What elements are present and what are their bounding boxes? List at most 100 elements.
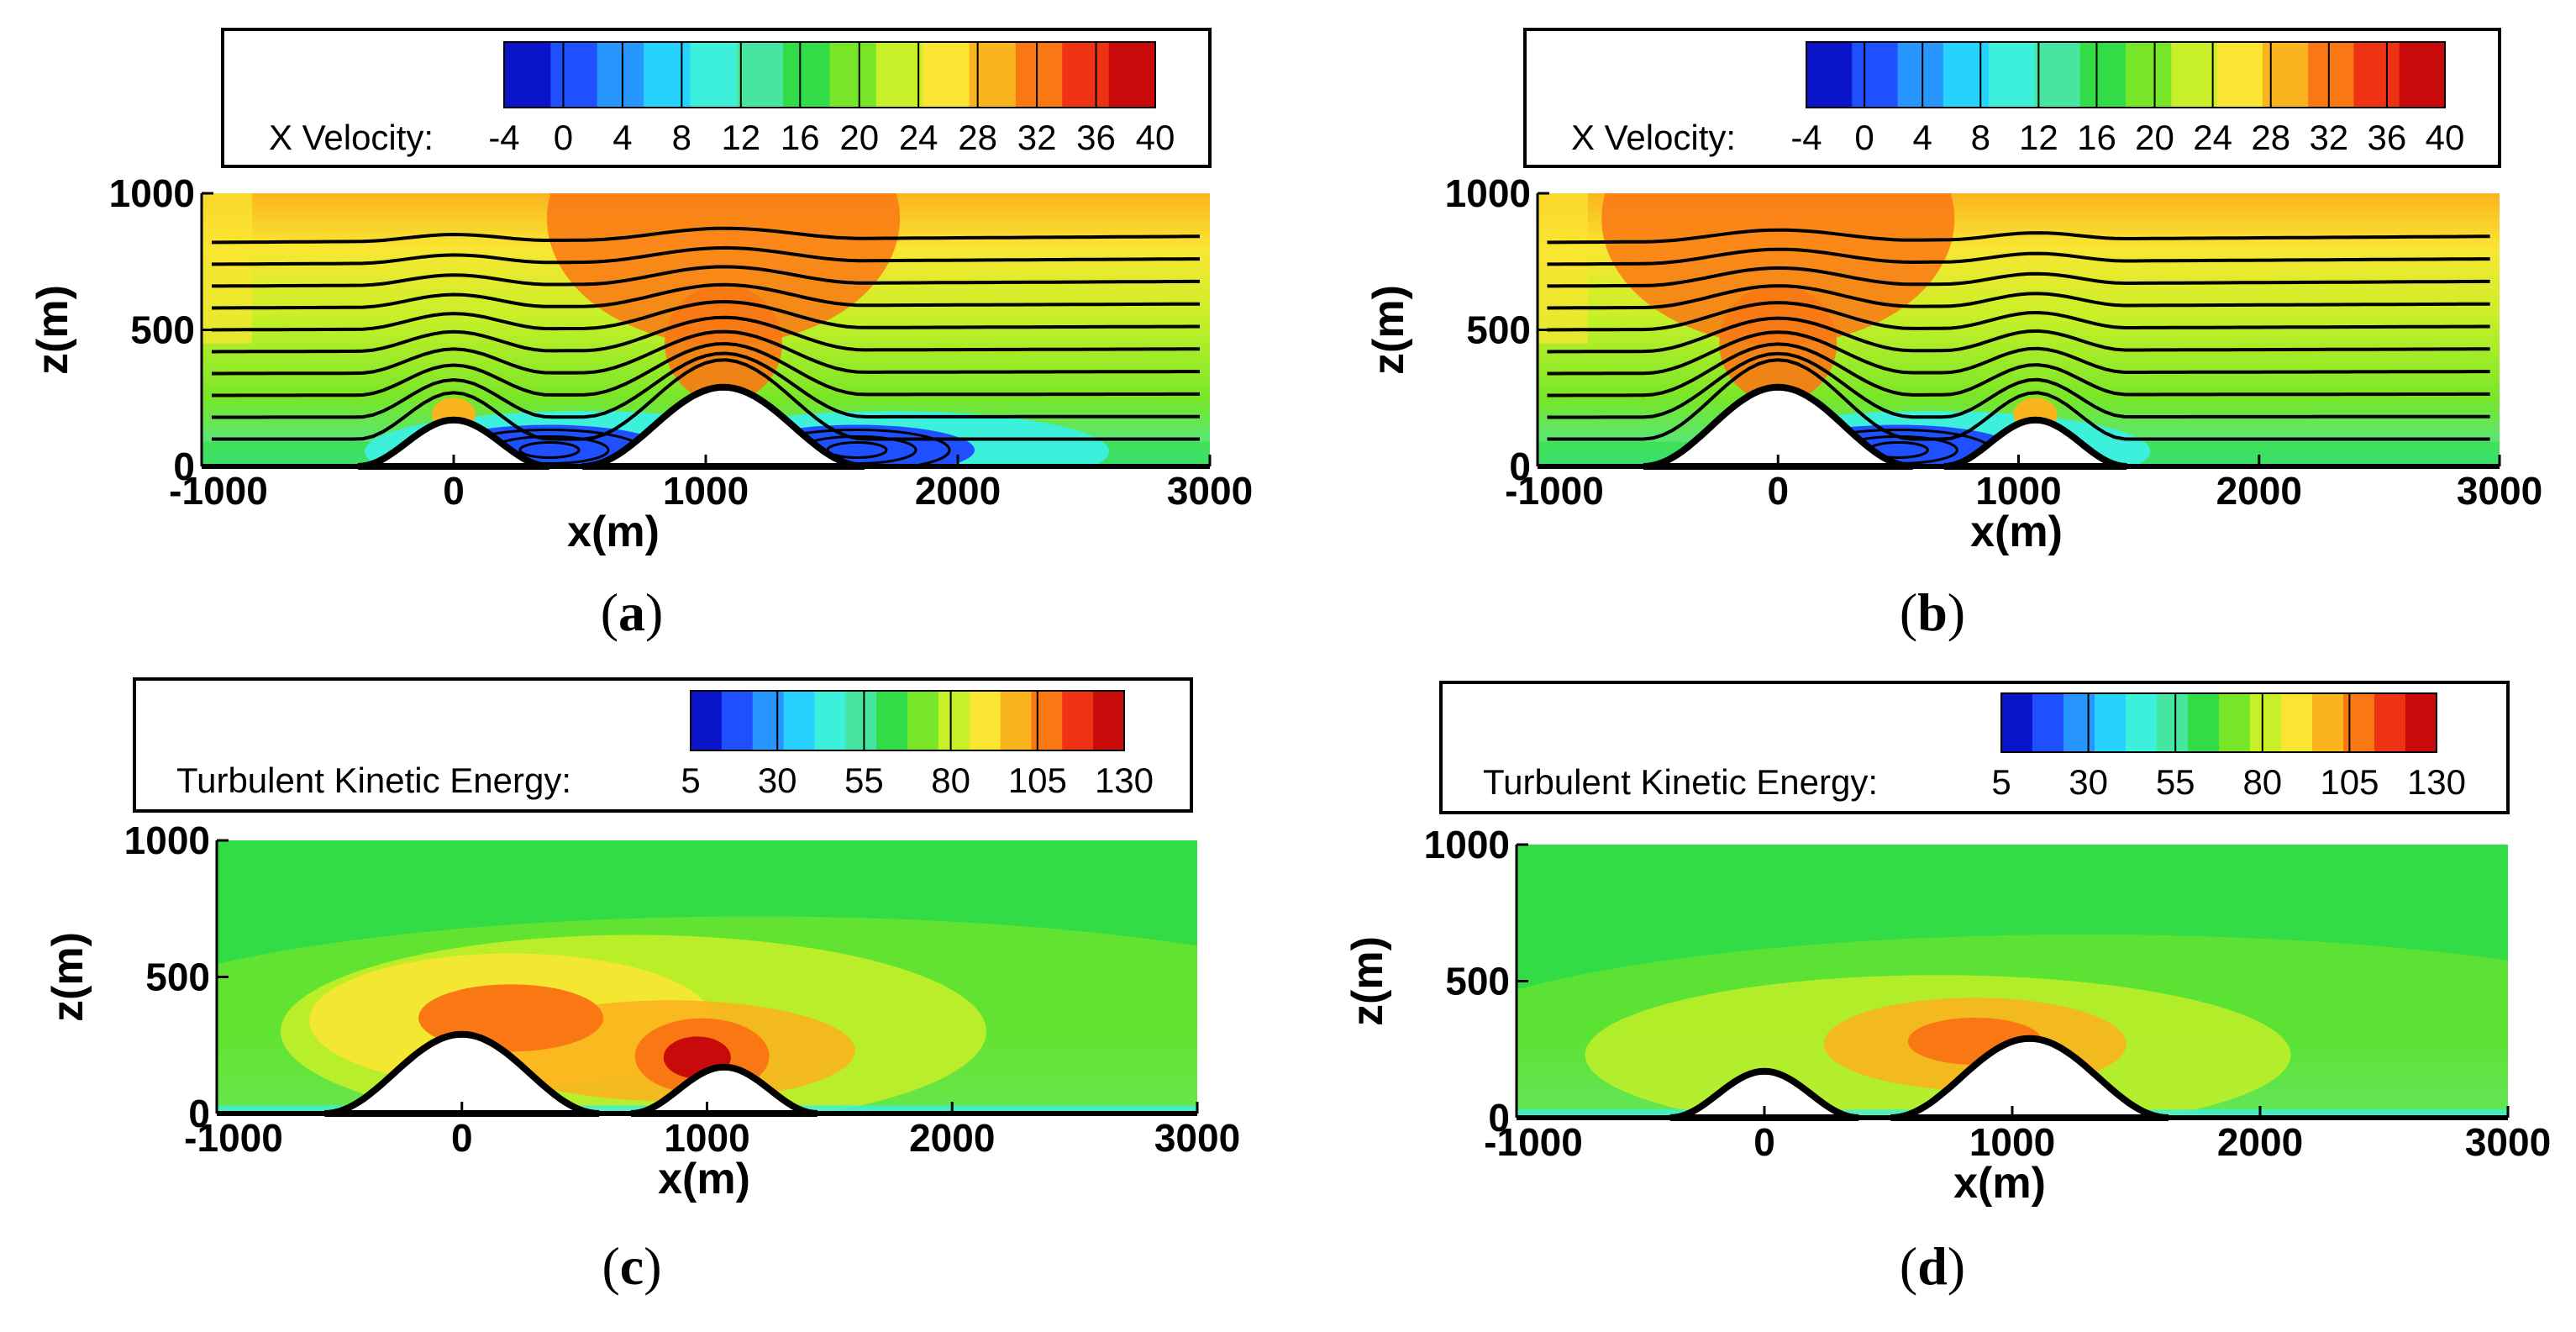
field-band <box>202 193 252 344</box>
colorbar-segment <box>2148 42 2172 108</box>
streamline <box>1547 247 2490 266</box>
colorbar-tick-label: 4 <box>612 118 632 157</box>
y-tick-label: 0 <box>188 1092 210 1135</box>
colorbar-tick-label: 40 <box>2426 118 2465 157</box>
colorbar-tick-label: 130 <box>2407 762 2466 802</box>
colorbar-segment <box>954 691 970 750</box>
colorbar-segment <box>853 42 877 108</box>
y-axis-label: z(m) <box>1343 936 1392 1026</box>
colorbar-segment <box>875 42 901 108</box>
colorbar-segment <box>620 42 644 108</box>
streamline <box>1547 358 2490 441</box>
colorbar-segment <box>2399 42 2423 108</box>
colorbar-segment <box>814 691 831 750</box>
colorbar-segment <box>1132 42 1156 108</box>
colorbar-segment <box>2343 693 2360 752</box>
colorbar-tick-label: 32 <box>1017 118 1057 157</box>
colorbar-tick-label: 30 <box>2069 762 2108 802</box>
streamline <box>212 358 1200 441</box>
x-tick-label: 2000 <box>909 1116 995 1160</box>
colorbar-segment <box>923 691 939 750</box>
y-tick-label: 500 <box>130 308 195 352</box>
colorbar-segment <box>2285 42 2309 108</box>
colorbar-tick-label: 36 <box>1076 118 1116 157</box>
x-tick-label: 0 <box>1753 1120 1775 1164</box>
x-tick-label: 2000 <box>2217 1120 2303 1164</box>
colorbar-segment <box>527 42 551 108</box>
y-axis-label: z(m) <box>44 932 92 1022</box>
colorbar-segment <box>2102 42 2127 108</box>
streamline <box>1547 301 2490 332</box>
streamline <box>1547 266 2490 288</box>
colorbar-segment <box>752 691 769 750</box>
colorbar-segment <box>2110 693 2127 752</box>
colorbar-segment <box>1897 42 1921 108</box>
colorbar-segment <box>2157 693 2174 752</box>
x-tick-label: 3000 <box>2465 1120 2551 1164</box>
y-tick-label: 1000 <box>124 819 210 862</box>
colorbar-segment <box>2032 693 2049 752</box>
colorbar-tick-label: 105 <box>2320 762 2379 802</box>
colorbar-segment <box>992 42 1017 108</box>
y-tick-label: 0 <box>1509 445 1531 488</box>
colorbar-segment <box>1989 42 2012 108</box>
colorbar-segment <box>860 691 877 750</box>
colorbar-segment <box>2239 42 2263 108</box>
x-tick-label: 2000 <box>915 469 1001 513</box>
colorbar-segment <box>1062 691 1079 750</box>
colorbar-segment <box>713 42 738 108</box>
legend-variable-label: X Velocity: <box>1571 118 1736 157</box>
colorbar-segment <box>1077 691 1094 750</box>
hill-terrain <box>1643 383 1913 470</box>
colorbar-segment <box>2079 693 2095 752</box>
y-tick-label: 1000 <box>1424 823 1510 866</box>
y-axis-label: z(m) <box>1364 285 1413 375</box>
streamlines <box>211 226 1200 466</box>
colorbar-segment <box>2016 693 2033 752</box>
colorbar-tick-label: 20 <box>839 118 879 157</box>
colorbar-tick-label: 0 <box>554 118 573 157</box>
colorbar-segment <box>2421 693 2437 752</box>
x-tick-label: -1000 <box>1484 1120 1583 1164</box>
colorbar-segment <box>2250 693 2267 752</box>
colorbar-segment <box>891 691 908 750</box>
colorbar-tick-label: 40 <box>1136 118 1175 157</box>
colorbar-segment <box>504 42 528 108</box>
colorbar-tick-label: 5 <box>1991 762 2011 802</box>
hill-terrain <box>324 1030 600 1117</box>
x-tick-label: 2000 <box>2216 469 2302 513</box>
legend-variable-label: X Velocity: <box>269 118 434 157</box>
hill-terrain <box>1943 416 2127 470</box>
x-axis-label: x(m) <box>567 508 660 556</box>
streamline <box>211 299 1200 332</box>
colorbar-segment <box>829 691 846 750</box>
colorbar-tick-label: 36 <box>2368 118 2407 157</box>
colorbar-segment <box>1015 42 1040 108</box>
colorbar-segment <box>829 42 854 108</box>
colorbar-segment <box>1046 691 1063 750</box>
colorbar-segment <box>969 691 986 750</box>
panel-label: (a) <box>601 582 664 642</box>
colorbar-segment <box>721 691 738 750</box>
colorbar-tick-label: 80 <box>931 761 970 800</box>
panel-label: (c) <box>602 1236 661 1296</box>
colorbar-segment <box>2327 693 2344 752</box>
streamline <box>212 265 1200 288</box>
panel-label: (d) <box>1900 1236 1965 1296</box>
colorbar-segment <box>1806 42 1830 108</box>
colorbar-tick-label: 4 <box>1913 118 1932 157</box>
colorbar-segment <box>938 691 954 750</box>
hill-terrain <box>1890 1035 2169 1121</box>
x-tick-label: 0 <box>443 469 465 513</box>
colorbar-segment <box>2358 693 2375 752</box>
panel-label: (b) <box>1900 582 1965 642</box>
colorbar-segment <box>2095 693 2111 752</box>
colorbar-segment <box>2308 42 2332 108</box>
colorbar-segment <box>1038 42 1063 108</box>
legend-variable-label: Turbulent Kinetic Energy: <box>176 761 571 800</box>
colorbar-tick-label: 130 <box>1095 761 1154 800</box>
streamline <box>212 329 1200 376</box>
colorbar-segment <box>876 691 893 750</box>
